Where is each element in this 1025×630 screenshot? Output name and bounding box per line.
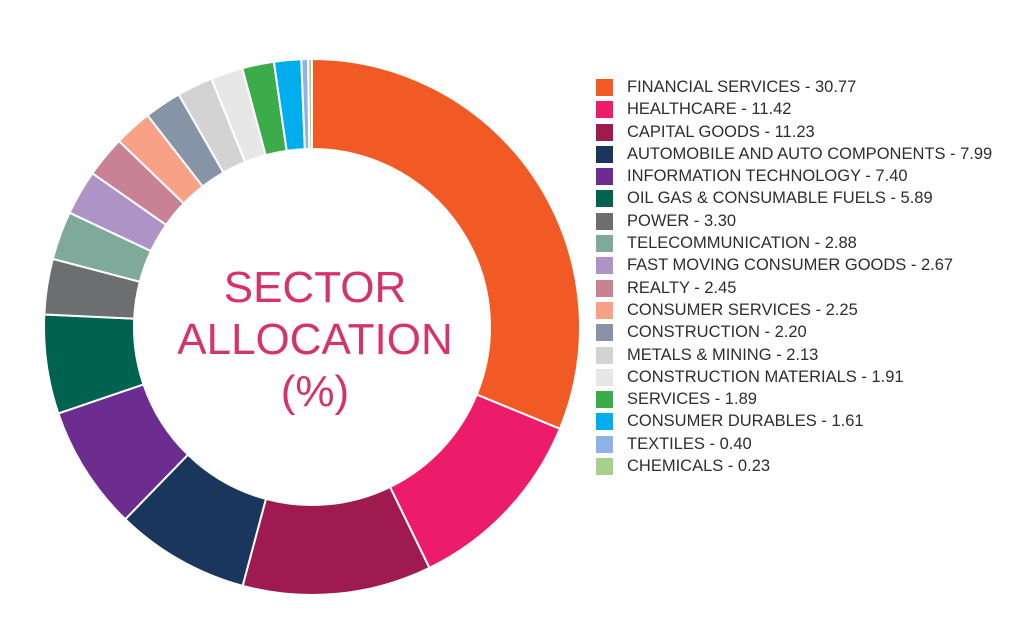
legend-label: OIL GAS & CONSUMABLE FUELS - 5.89 xyxy=(627,189,933,208)
legend-swatch xyxy=(596,368,613,386)
legend-label: AUTOMOBILE AND AUTO COMPONENTS - 7.99 xyxy=(627,144,993,163)
legend-item: REALTY - 2.45 xyxy=(596,277,1016,299)
legend-swatch xyxy=(596,145,613,163)
legend-label: CAPITAL GOODS - 11.23 xyxy=(627,122,815,141)
legend-item: CONSUMER SERVICES - 2.25 xyxy=(596,299,1016,321)
legend-swatch xyxy=(596,346,613,364)
legend-label: TELECOMMUNICATION - 2.88 xyxy=(627,234,857,253)
pie-slice-0 xyxy=(311,57,581,431)
legend-swatch xyxy=(596,79,613,96)
legend-item: TELECOMMUNICATION - 2.88 xyxy=(596,232,1016,254)
legend-label: SERVICES - 1.89 xyxy=(627,390,757,409)
legend-item: CONSTRUCTION MATERIALS - 1.91 xyxy=(596,366,1016,388)
legend-swatch xyxy=(596,324,613,342)
legend-swatch xyxy=(596,101,613,119)
legend-label: METALS & MINING - 2.13 xyxy=(627,345,819,364)
legend-label: CONSUMER SERVICES - 2.25 xyxy=(627,300,858,319)
legend-item: FAST MOVING CONSUMER GOODS - 2.67 xyxy=(596,254,1016,276)
legend-swatch xyxy=(596,168,613,186)
donut-chart xyxy=(43,57,581,596)
legend-swatch xyxy=(596,257,613,275)
chart-title-line-1: SECTOR xyxy=(223,263,407,312)
legend-swatch xyxy=(596,458,613,476)
pie-slice-17 xyxy=(307,57,313,151)
legend-label: FINANCIAL SERVICES - 30.77 xyxy=(627,78,857,96)
legend-label: CHEMICALS - 0.23 xyxy=(627,457,771,476)
legend-label: TEXTILES - 0.40 xyxy=(627,434,752,453)
legend-swatch xyxy=(596,435,613,453)
chart-title-line-3: (%) xyxy=(280,367,350,416)
legend-item: FINANCIAL SERVICES - 30.77 xyxy=(596,76,1016,98)
legend-item: CONSTRUCTION - 2.20 xyxy=(596,321,1016,343)
legend-swatch xyxy=(596,279,613,297)
legend-label: CONSTRUCTION - 2.20 xyxy=(627,323,807,342)
legend-item: HEALTHCARE - 11.42 xyxy=(596,98,1016,120)
legend-item: METALS & MINING - 2.13 xyxy=(596,344,1016,366)
legend-swatch xyxy=(596,212,613,230)
legend-label: POWER - 3.30 xyxy=(627,211,737,230)
legend-label: INFORMATION TECHNOLOGY - 7.40 xyxy=(627,167,908,186)
legend-item: POWER - 3.30 xyxy=(596,210,1016,232)
legend-label: FAST MOVING CONSUMER GOODS - 2.67 xyxy=(627,256,954,275)
legend-label: REALTY - 2.45 xyxy=(627,278,737,297)
legend-swatch xyxy=(596,391,613,409)
legend-swatch xyxy=(596,123,613,141)
legend-label: CONSUMER DURABLES - 1.61 xyxy=(627,412,864,431)
legend-item: CONSUMER DURABLES - 1.61 xyxy=(596,410,1016,432)
legend-label: CONSTRUCTION MATERIALS - 1.91 xyxy=(627,367,904,386)
legend-item: AUTOMOBILE AND AUTO COMPONENTS - 7.99 xyxy=(596,143,1016,165)
chart-legend: FINANCIAL SERVICES - 30.77 HEALTHCARE - 1… xyxy=(596,76,1016,477)
legend-swatch xyxy=(596,235,613,253)
legend-swatch xyxy=(596,413,613,431)
legend-item: CAPITAL GOODS - 11.23 xyxy=(596,121,1016,143)
legend-swatch xyxy=(596,190,613,208)
legend-item: OIL GAS & CONSUMABLE FUELS - 5.89 xyxy=(596,187,1016,209)
legend-item: SERVICES - 1.89 xyxy=(596,388,1016,410)
legend-item: TEXTILES - 0.40 xyxy=(596,433,1016,455)
legend-item: CHEMICALS - 0.23 xyxy=(596,455,1016,477)
legend-label: HEALTHCARE - 11.42 xyxy=(627,100,792,119)
chart-title-line-2: ALLOCATION xyxy=(177,315,453,364)
legend-item: INFORMATION TECHNOLOGY - 7.40 xyxy=(596,165,1016,187)
legend-swatch xyxy=(596,301,613,319)
